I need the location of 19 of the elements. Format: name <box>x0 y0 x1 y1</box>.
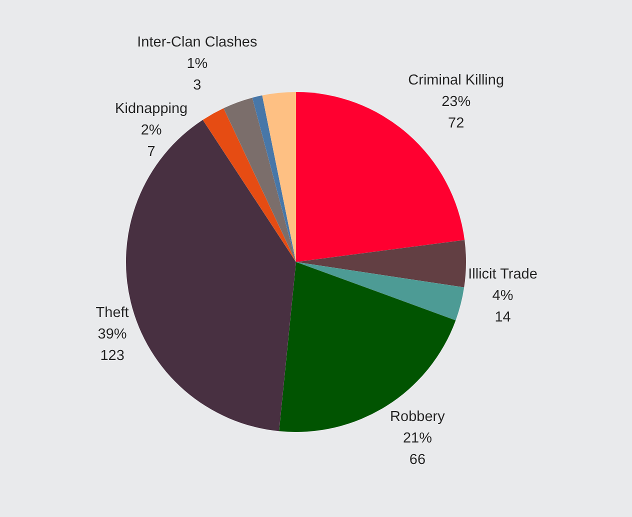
data-label: 1% 3 <box>186 56 208 94</box>
pie-slice <box>202 108 296 262</box>
pie-slice <box>296 262 464 320</box>
pie-slice <box>262 92 296 262</box>
data-label: 4% 14 <box>492 288 514 326</box>
data-label: 2% 7 <box>140 122 162 160</box>
data-label: 39% 123 <box>98 326 127 364</box>
pie-slice <box>252 95 296 262</box>
data-label: 21% 66 <box>402 430 432 468</box>
slice-label: Robbery <box>390 408 446 425</box>
pie-slice <box>224 98 296 262</box>
data-label: 23% 72 <box>442 94 471 132</box>
slice-label: Kidnapping <box>115 101 188 118</box>
slice-label: Illicit Trade <box>468 266 538 282</box>
slice-label: Theft <box>96 305 129 322</box>
pie-slice <box>279 262 456 432</box>
pie-slice <box>296 240 466 288</box>
slice-label: Inter-Clan Clashes <box>137 34 258 51</box>
slice-label: Criminal Killing <box>408 72 504 88</box>
